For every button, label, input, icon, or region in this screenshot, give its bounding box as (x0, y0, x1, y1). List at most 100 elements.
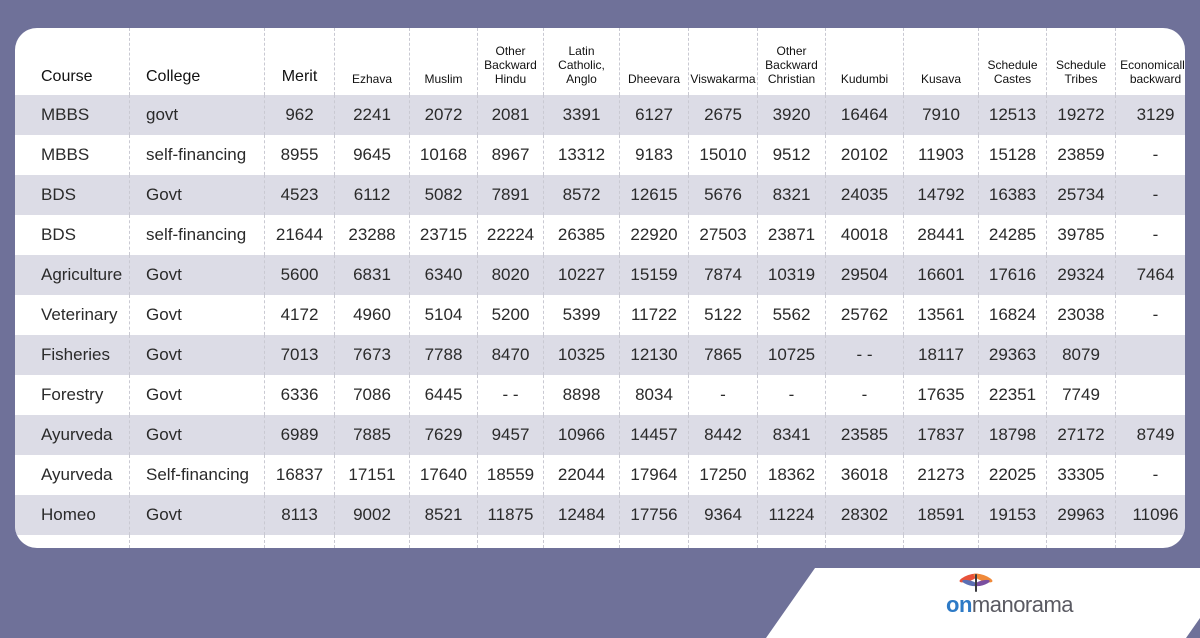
rank-cell: 8034 (620, 375, 689, 415)
rank-cell: 17964 (620, 455, 689, 495)
college-cell: govt (130, 95, 265, 135)
course-cell: Forestry (15, 375, 130, 415)
rank-cell: 19272 (1047, 95, 1116, 135)
rank-cell: 23288 (335, 215, 410, 255)
table-footer-spacer (689, 535, 758, 548)
rank-cell: - (1116, 175, 1185, 215)
rank-cell: 12513 (979, 95, 1047, 135)
table-footer-spacer (1047, 535, 1116, 548)
rank-cell: 17640 (410, 455, 478, 495)
rank-cell: 8898 (544, 375, 620, 415)
rank-cell: - (689, 375, 758, 415)
rank-cell: 4960 (335, 295, 410, 335)
table-footer-spacer (544, 535, 620, 548)
college-cell: Govt (130, 255, 265, 295)
table-footer-spacer (265, 535, 335, 548)
rank-cell: - (758, 375, 826, 415)
rank-cell: 6445 (410, 375, 478, 415)
rank-cell: 17250 (689, 455, 758, 495)
rank-cell: 7086 (335, 375, 410, 415)
rank-cell: 13312 (544, 135, 620, 175)
rank-cell: 10725 (758, 335, 826, 375)
rank-cell: 6336 (265, 375, 335, 415)
table-footer-spacer (15, 535, 130, 548)
rank-cell: 16464 (826, 95, 904, 135)
rank-cell: 8470 (478, 335, 544, 375)
rank-cell: 16601 (904, 255, 979, 295)
column-header: Muslim (410, 28, 478, 95)
rank-cell: 8321 (758, 175, 826, 215)
rank-cell: 15128 (979, 135, 1047, 175)
rank-cell: 7874 (689, 255, 758, 295)
rank-cell: 23715 (410, 215, 478, 255)
rank-cell: 6127 (620, 95, 689, 135)
column-header: Other Backward Christian (758, 28, 826, 95)
rank-cell: 23859 (1047, 135, 1116, 175)
rank-cell: - - (478, 375, 544, 415)
rank-cell: 7673 (335, 335, 410, 375)
course-cell: MBBS (15, 135, 130, 175)
course-cell: BDS (15, 215, 130, 255)
rank-cell: - - (826, 335, 904, 375)
course-cell: Homeo (15, 495, 130, 535)
rank-cell: 7865 (689, 335, 758, 375)
rank-cell: 2241 (335, 95, 410, 135)
rank-cell: 17616 (979, 255, 1047, 295)
rank-cell: 23871 (758, 215, 826, 255)
rank-cell: 10227 (544, 255, 620, 295)
logo-on-text: on (946, 592, 972, 617)
rank-cell: 24035 (826, 175, 904, 215)
rank-cell: 9512 (758, 135, 826, 175)
rank-cell: 19153 (979, 495, 1047, 535)
rank-cell: 3129 (1116, 95, 1185, 135)
course-cell: Ayurveda (15, 455, 130, 495)
rank-cell: 29324 (1047, 255, 1116, 295)
rank-cell: 9183 (620, 135, 689, 175)
rank-cell: 17635 (904, 375, 979, 415)
rank-cell: 22351 (979, 375, 1047, 415)
logo-wordmark: onmanorama (946, 592, 1074, 618)
rank-cell: 11903 (904, 135, 979, 175)
rank-cell: 17151 (335, 455, 410, 495)
rank-cell: 7788 (410, 335, 478, 375)
table-footer-spacer (478, 535, 544, 548)
rank-cell: 12615 (620, 175, 689, 215)
rank-cell: 5082 (410, 175, 478, 215)
rank-cell: 21273 (904, 455, 979, 495)
rank-cell: 5676 (689, 175, 758, 215)
rank-cell: 18362 (758, 455, 826, 495)
table-footer-spacer (979, 535, 1047, 548)
rank-cell: 8955 (265, 135, 335, 175)
rank-cell: 8967 (478, 135, 544, 175)
rank-cell: 7885 (335, 415, 410, 455)
column-header: Course (15, 28, 130, 95)
rank-cell: 9645 (335, 135, 410, 175)
column-header: Kusava (904, 28, 979, 95)
college-cell: Govt (130, 375, 265, 415)
rank-cell: 5122 (689, 295, 758, 335)
column-header: Merit (265, 28, 335, 95)
column-header: Latin Catholic, Anglo (544, 28, 620, 95)
rank-cell: 8749 (1116, 415, 1185, 455)
rank-cell: 29963 (1047, 495, 1116, 535)
rank-cell: 22044 (544, 455, 620, 495)
college-cell: Govt (130, 415, 265, 455)
rank-cell: - (1152, 225, 1159, 244)
college-cell: Govt (130, 495, 265, 535)
college-cell: Govt (130, 295, 265, 335)
college-cell: Govt (130, 335, 265, 375)
rank-cell: 24285 (979, 215, 1047, 255)
rank-cell: 4172 (265, 295, 335, 335)
rank-cell: 16837 (265, 455, 335, 495)
rank-cell: 8341 (758, 415, 826, 455)
rank-cell: 4523 (265, 175, 335, 215)
rank-cell: - (1152, 145, 1159, 164)
rank-cell: 14792 (904, 175, 979, 215)
rank-cell: 962 (265, 95, 335, 135)
course-cell: Veterinary (15, 295, 130, 335)
rank-cell: 29504 (826, 255, 904, 295)
rank-cell: 7910 (904, 95, 979, 135)
rank-cell: 5562 (758, 295, 826, 335)
column-header: Dheevara (620, 28, 689, 95)
rank-cell: 2072 (410, 95, 478, 135)
